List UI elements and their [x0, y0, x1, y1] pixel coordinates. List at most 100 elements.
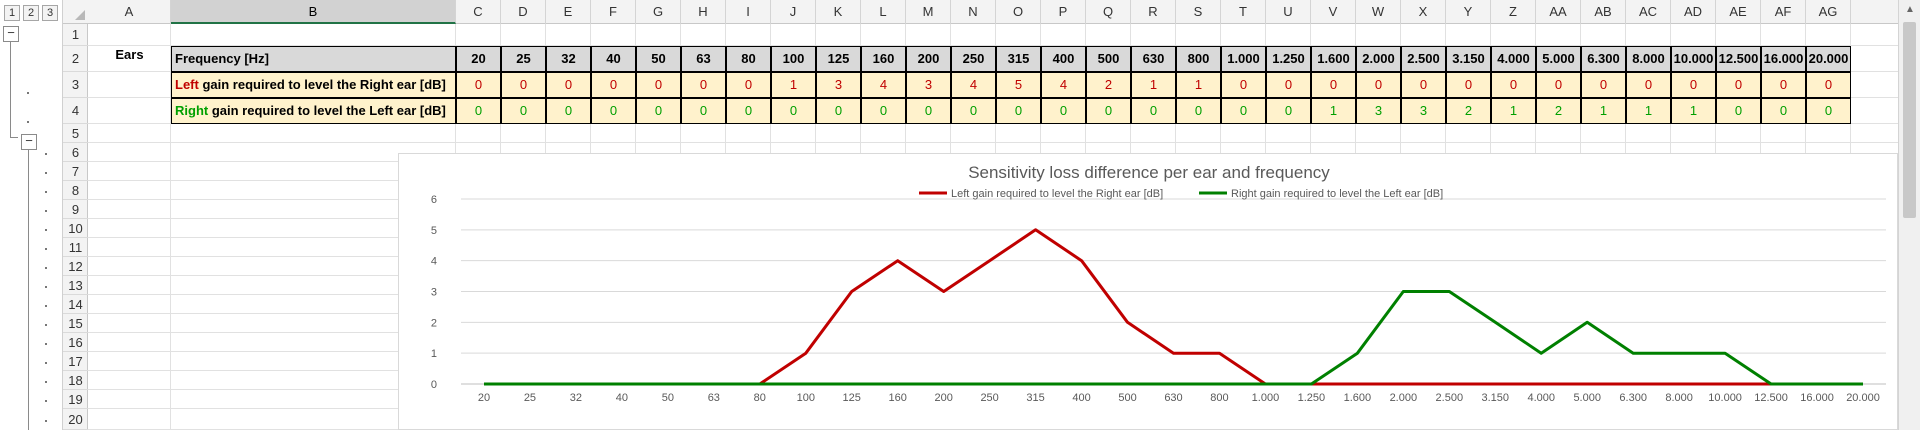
column-header-aa[interactable]: AA [1536, 0, 1581, 24]
frequency-cell[interactable]: 3.150 [1446, 46, 1491, 72]
column-header-n[interactable]: N [951, 0, 996, 24]
left-gain-value-cell[interactable]: 0 [591, 72, 636, 98]
left-gain-value-cell[interactable]: 4 [861, 72, 906, 98]
row-header-20[interactable]: 20 [63, 409, 88, 430]
column-header-m[interactable]: M [906, 0, 951, 24]
frequency-cell[interactable]: 160 [861, 46, 906, 72]
column-header-f[interactable]: F [591, 0, 636, 24]
frequency-cell[interactable]: 80 [726, 46, 771, 72]
vertical-scrollbar[interactable]: ▲ [1898, 0, 1920, 430]
left-gain-value-cell[interactable]: 0 [636, 72, 681, 98]
frequency-cell[interactable]: 500 [1086, 46, 1131, 72]
column-header-r[interactable]: R [1131, 0, 1176, 24]
right-gain-value-cell[interactable]: 0 [1221, 98, 1266, 124]
column-header-h[interactable]: H [681, 0, 726, 24]
row-header-13[interactable]: 13 [63, 276, 88, 295]
row-header-15[interactable]: 15 [63, 314, 88, 333]
column-header-i[interactable]: I [726, 0, 771, 24]
right-gain-value-cell[interactable]: 1 [1491, 98, 1536, 124]
line-chart[interactable]: Sensitivity loss difference per ear and … [398, 153, 1898, 430]
column-header-g[interactable]: G [636, 0, 681, 24]
row-header-14[interactable]: 14 [63, 295, 88, 314]
row-header-18[interactable]: 18 [63, 371, 88, 390]
right-gain-value-cell[interactable]: 0 [501, 98, 546, 124]
right-gain-value-cell[interactable]: 0 [771, 98, 816, 124]
row-header-4[interactable]: 4 [63, 98, 88, 124]
right-gain-value-cell[interactable]: 0 [591, 98, 636, 124]
left-gain-value-cell[interactable]: 1 [1176, 72, 1221, 98]
outline-collapse-button-2[interactable]: − [21, 134, 37, 150]
frequency-cell[interactable]: 25 [501, 46, 546, 72]
left-gain-value-cell[interactable]: 0 [1671, 72, 1716, 98]
left-gain-value-cell[interactable]: 0 [1491, 72, 1536, 98]
frequency-cell[interactable]: 6.300 [1581, 46, 1626, 72]
left-gain-value-cell[interactable]: 0 [1311, 72, 1356, 98]
column-header-q[interactable]: Q [1086, 0, 1131, 24]
left-gain-value-cell[interactable]: 1 [1131, 72, 1176, 98]
row-header-11[interactable]: 11 [63, 238, 88, 257]
right-gain-value-cell[interactable]: 1 [1581, 98, 1626, 124]
scroll-up-arrow-icon[interactable]: ▲ [1905, 4, 1915, 15]
column-header-l[interactable]: L [861, 0, 906, 24]
scrollbar-thumb[interactable] [1903, 22, 1916, 218]
left-gain-value-cell[interactable]: 0 [1716, 72, 1761, 98]
column-header-af[interactable]: AF [1761, 0, 1806, 24]
frequency-cell[interactable]: 315 [996, 46, 1041, 72]
frequency-cell[interactable]: 630 [1131, 46, 1176, 72]
right-gain-value-cell[interactable]: 0 [951, 98, 996, 124]
outline-level-1-button[interactable]: 1 [4, 5, 20, 21]
frequency-cell[interactable]: 16.000 [1761, 46, 1806, 72]
left-gain-value-cell[interactable]: 0 [1446, 72, 1491, 98]
right-gain-value-cell[interactable]: 0 [1176, 98, 1221, 124]
column-header-t[interactable]: T [1221, 0, 1266, 24]
left-gain-label-cell[interactable]: Left gain required to level the Right ea… [171, 72, 456, 98]
right-gain-label-cell[interactable]: Right gain required to level the Left ea… [171, 98, 456, 124]
row-header-12[interactable]: 12 [63, 257, 88, 276]
frequency-cell[interactable]: 1.250 [1266, 46, 1311, 72]
right-gain-value-cell[interactable]: 0 [1131, 98, 1176, 124]
right-gain-value-cell[interactable]: 0 [1086, 98, 1131, 124]
column-header-y[interactable]: Y [1446, 0, 1491, 24]
column-header-b[interactable]: B [171, 0, 456, 24]
column-header-ac[interactable]: AC [1626, 0, 1671, 24]
frequency-cell[interactable]: 400 [1041, 46, 1086, 72]
column-header-ag[interactable]: AG [1806, 0, 1851, 24]
row-header-7[interactable]: 7 [63, 162, 88, 181]
frequency-cell[interactable]: 2.000 [1356, 46, 1401, 72]
column-header-ad[interactable]: AD [1671, 0, 1716, 24]
frequency-cell[interactable]: 20 [456, 46, 501, 72]
frequency-cell[interactable]: 5.000 [1536, 46, 1581, 72]
outline-level-3-button[interactable]: 3 [42, 5, 58, 21]
right-gain-value-cell[interactable]: 0 [636, 98, 681, 124]
right-gain-value-cell[interactable]: 0 [681, 98, 726, 124]
column-header-ab[interactable]: AB [1581, 0, 1626, 24]
row-header-17[interactable]: 17 [63, 352, 88, 371]
right-gain-value-cell[interactable]: 0 [861, 98, 906, 124]
frequency-cell[interactable]: 40 [591, 46, 636, 72]
left-gain-value-cell[interactable]: 5 [996, 72, 1041, 98]
left-gain-value-cell[interactable]: 0 [1626, 72, 1671, 98]
left-gain-value-cell[interactable]: 2 [1086, 72, 1131, 98]
select-all-corner[interactable] [63, 0, 88, 24]
outline-level-2-button[interactable]: 2 [23, 5, 39, 21]
column-header-a[interactable]: A [88, 0, 171, 24]
right-gain-value-cell[interactable]: 0 [456, 98, 501, 124]
column-header-o[interactable]: O [996, 0, 1041, 24]
frequency-header-cell[interactable]: Frequency [Hz] [171, 46, 456, 72]
outline-collapse-button[interactable]: − [3, 26, 19, 42]
frequency-cell[interactable]: 250 [951, 46, 996, 72]
right-gain-value-cell[interactable]: 3 [1401, 98, 1446, 124]
column-header-z[interactable]: Z [1491, 0, 1536, 24]
frequency-cell[interactable]: 63 [681, 46, 726, 72]
frequency-cell[interactable]: 8.000 [1626, 46, 1671, 72]
frequency-cell[interactable]: 125 [816, 46, 861, 72]
row-header-6[interactable]: 6 [63, 143, 88, 162]
frequency-cell[interactable]: 100 [771, 46, 816, 72]
row-header-9[interactable]: 9 [63, 200, 88, 219]
frequency-cell[interactable]: 50 [636, 46, 681, 72]
right-gain-value-cell[interactable]: 0 [1761, 98, 1806, 124]
left-gain-value-cell[interactable]: 0 [456, 72, 501, 98]
right-gain-value-cell[interactable]: 0 [1266, 98, 1311, 124]
column-header-w[interactable]: W [1356, 0, 1401, 24]
left-gain-value-cell[interactable]: 0 [501, 72, 546, 98]
